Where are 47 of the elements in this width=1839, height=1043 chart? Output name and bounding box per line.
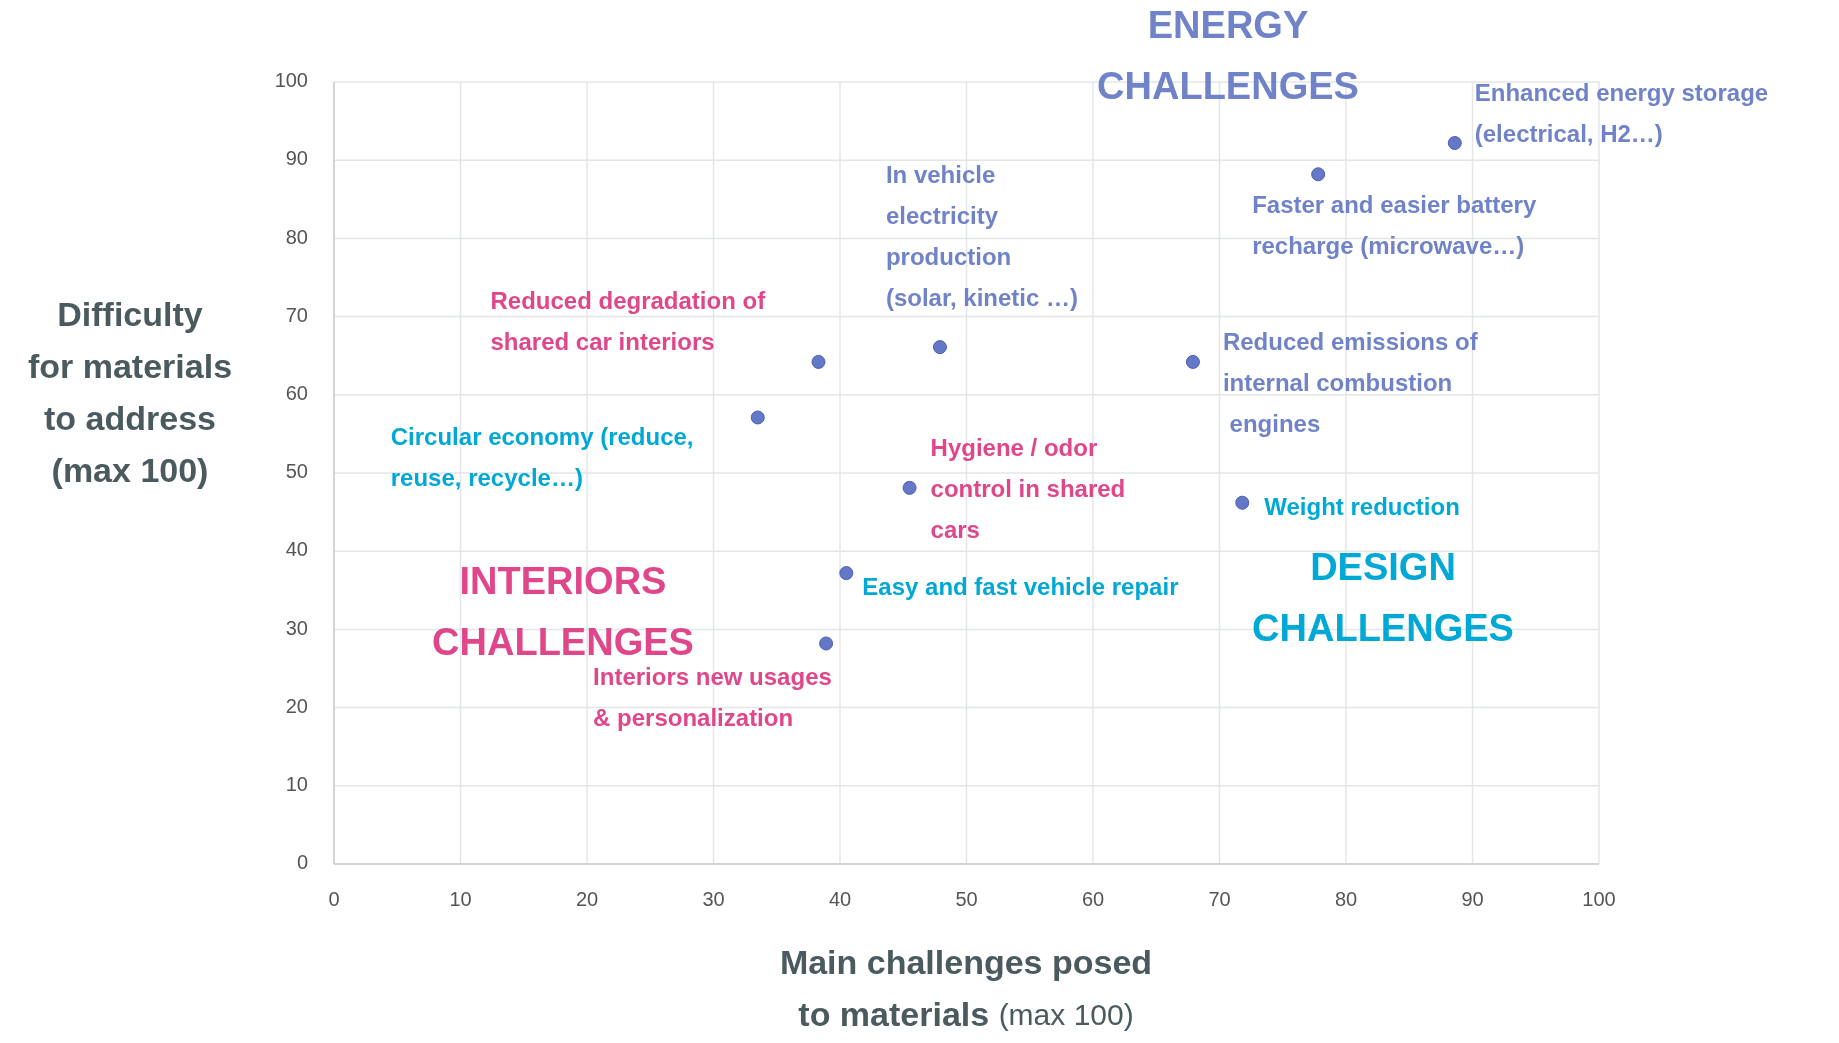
annotation: Faster and easier battery recharge (microwave…) (1252, 191, 1537, 260)
x-tick-label: 90 (1461, 888, 1484, 910)
x-axis-title: Main challenges posed to materials (max 100) (779, 942, 1153, 1033)
y-tick-label: 10 (285, 773, 308, 796)
y-tick-label: 30 (285, 616, 308, 639)
annotation: Reduced emissions of internal combustion engines (1222, 328, 1479, 438)
annotation: INTERIORS CHALLENGES (432, 560, 694, 664)
y-tick-label: 80 (285, 225, 308, 248)
annotation: Enhanced energy storage (electrical, H2…) (1474, 79, 1769, 148)
point (1447, 136, 1462, 150)
y-tick-label: 0 (296, 851, 308, 874)
point (1235, 495, 1250, 510)
x-tick-label: 0 (328, 888, 340, 910)
y-tick-label: 40 (285, 538, 308, 561)
annotation: Hygiene / odor control in shared cars (930, 434, 1126, 544)
point (750, 410, 765, 425)
x-tick-label: 30 (702, 888, 725, 910)
y-tick-label: 70 (285, 303, 308, 326)
y-tick-label: 50 (285, 460, 308, 483)
annotation: Interiors new usages & personalization (593, 663, 832, 732)
annotation: Easy and fast vehicle repair (862, 573, 1179, 601)
point (902, 480, 917, 495)
point (1185, 354, 1200, 369)
x-tick-label: 60 (1081, 888, 1105, 910)
y-tick-label: 60 (285, 382, 308, 405)
point (811, 354, 826, 369)
annotation: Circular economy (reduce, reuse, recycle…) (390, 423, 694, 492)
y-tick-label: 100 (274, 69, 308, 92)
annotation: ENERGY CHALLENGES (1097, 4, 1359, 108)
x-tick-label: 80 (1334, 888, 1358, 910)
x-tick-label: 40 (828, 888, 852, 910)
x-tick-label: 50 (955, 888, 978, 910)
annotation: DESIGN CHALLENGES (1252, 546, 1514, 650)
x-tick-label: 70 (1208, 888, 1231, 910)
y-axis-title: Difficulty for materials to address (max 100) (27, 294, 233, 489)
point (839, 566, 854, 581)
annotation: Weight reduction (1264, 493, 1460, 521)
x-tick-label: 100 (1582, 888, 1616, 910)
annotation: Reduced degradation of shared car interiors (490, 287, 767, 356)
annotation: In vehicle electricity production (solar, kinetic …) (885, 161, 1078, 312)
x-tick-label: 10 (449, 888, 472, 910)
point (819, 636, 834, 651)
y-tick-label: 20 (285, 694, 308, 717)
point (932, 340, 947, 355)
x-tick-label: 20 (575, 888, 599, 910)
point (1311, 167, 1326, 182)
y-tick-label: 90 (285, 147, 308, 170)
